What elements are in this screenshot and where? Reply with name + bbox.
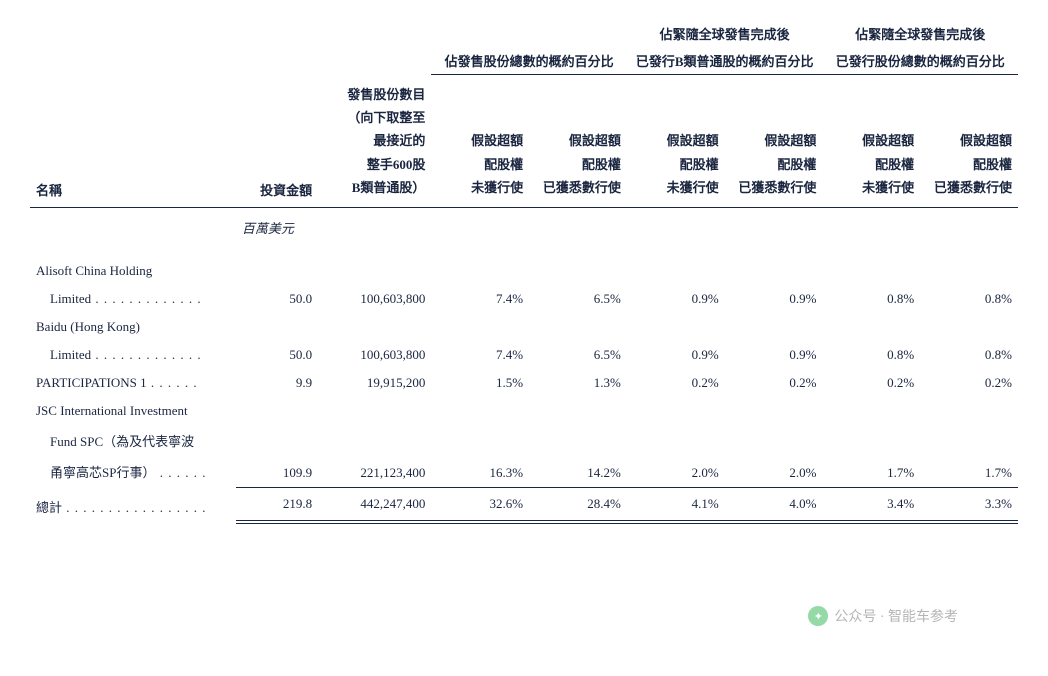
cell-g2b: 0.2% <box>725 369 823 397</box>
table-row: 甬寧高芯SP行事） 109.9 221,123,400 16.3% 14.2% … <box>30 456 1018 487</box>
total-g1b: 28.4% <box>529 487 627 522</box>
col-name: 名稱 <box>30 75 236 208</box>
group1-header: 佔發售股份總數的概約百分比 <box>431 47 627 75</box>
group-header-row: 佔發售股份總數的概約百分比 已發行B類普通股的概約百分比 已發行股份總數的概約百… <box>30 47 1018 75</box>
shareholder-table: 佔緊隨全球發售完成後 佔緊隨全球發售完成後 佔發售股份總數的概約百分比 已發行B… <box>30 20 1018 524</box>
total-amount: 219.8 <box>236 487 318 522</box>
col-g2b: 假設超額 配股權 已獲悉數行使 <box>725 75 823 208</box>
watermark-text: 公众号 · 智能车参考 <box>834 606 958 626</box>
col-g2a: 假設超額 配股權 未獲行使 <box>627 75 725 208</box>
wechat-icon: ✦ <box>808 606 828 626</box>
group-header-top-row: 佔緊隨全球發售完成後 佔緊隨全球發售完成後 <box>30 20 1018 47</box>
cell-shares: 221,123,400 <box>318 456 431 487</box>
cell-g1a: 1.5% <box>431 369 529 397</box>
cell-amount: 109.9 <box>236 456 318 487</box>
total-row: 總計 219.8 442,247,400 32.6% 28.4% 4.1% 4.… <box>30 487 1018 522</box>
table-row: PARTICIPATIONS 1 9.9 19,915,200 1.5% 1.3… <box>30 369 1018 397</box>
unit-label: 百萬美元 <box>236 208 318 258</box>
cell-amount: 50.0 <box>236 285 318 313</box>
cell-g1a: 7.4% <box>431 285 529 313</box>
cell-g2a: 0.9% <box>627 341 725 369</box>
cell-shares: 100,603,800 <box>318 341 431 369</box>
watermark: ✦ 公众号 · 智能车参考 <box>808 606 958 626</box>
group3-header-line1: 佔緊隨全球發售完成後 <box>822 20 1018 47</box>
row-name-l2: Limited <box>30 341 236 369</box>
row-name-l1: PARTICIPATIONS 1 <box>30 369 236 397</box>
group3-header-line2: 已發行股份總數的概約百分比 <box>822 47 1018 75</box>
cell-shares: 100,603,800 <box>318 285 431 313</box>
total-g2a: 4.1% <box>627 487 725 522</box>
table-row: JSC International Investment <box>30 397 1018 425</box>
row-name-l1: Baidu (Hong Kong) <box>30 313 236 341</box>
col-g3a: 假設超額 配股權 未獲行使 <box>822 75 920 208</box>
cell-g3a: 0.2% <box>822 369 920 397</box>
cell-g1a: 16.3% <box>431 456 529 487</box>
cell-g1b: 6.5% <box>529 341 627 369</box>
cell-g3a: 1.7% <box>822 456 920 487</box>
cell-g1b: 6.5% <box>529 285 627 313</box>
col-g1b: 假設超額 配股權 已獲悉數行使 <box>529 75 627 208</box>
cell-g2a: 0.2% <box>627 369 725 397</box>
table-row: Limited 50.0 100,603,800 7.4% 6.5% 0.9% … <box>30 285 1018 313</box>
column-header-row: 名稱 投資金額 發售股份數目 （向下取整至 最接近的 整手600股 B類普通股）… <box>30 75 1018 208</box>
col-shares: 發售股份數目 （向下取整至 最接近的 整手600股 B類普通股） <box>318 75 431 208</box>
cell-g1b: 1.3% <box>529 369 627 397</box>
financial-table-container: 佔緊隨全球發售完成後 佔緊隨全球發售完成後 佔發售股份總數的概約百分比 已發行B… <box>0 0 1048 544</box>
unit-row: 百萬美元 <box>30 208 1018 258</box>
col-g1a: 假設超額 配股權 未獲行使 <box>431 75 529 208</box>
cell-g1a: 7.4% <box>431 341 529 369</box>
table-row: Baidu (Hong Kong) <box>30 313 1018 341</box>
row-name-l2: Fund SPC（為及代表寧波 <box>30 425 236 456</box>
cell-g2a: 0.9% <box>627 285 725 313</box>
cell-g2b: 2.0% <box>725 456 823 487</box>
group2-header-line2: 已發行B類普通股的概約百分比 <box>627 47 823 75</box>
cell-g3b: 0.8% <box>920 285 1018 313</box>
cell-g3b: 0.2% <box>920 369 1018 397</box>
table-row: Alisoft China Holding <box>30 257 1018 285</box>
row-name-l3: 甬寧高芯SP行事） <box>30 456 236 487</box>
cell-g3b: 0.8% <box>920 341 1018 369</box>
total-g1a: 32.6% <box>431 487 529 522</box>
cell-shares: 19,915,200 <box>318 369 431 397</box>
table-row: Limited 50.0 100,603,800 7.4% 6.5% 0.9% … <box>30 341 1018 369</box>
total-g2b: 4.0% <box>725 487 823 522</box>
col-g3b: 假設超額 配股權 已獲悉數行使 <box>920 75 1018 208</box>
cell-amount: 9.9 <box>236 369 318 397</box>
cell-g2b: 0.9% <box>725 285 823 313</box>
row-name-l2: Limited <box>30 285 236 313</box>
table-row: Fund SPC（為及代表寧波 <box>30 425 1018 456</box>
row-name-l1: JSC International Investment <box>30 397 236 425</box>
cell-g3a: 0.8% <box>822 285 920 313</box>
col-amount: 投資金額 <box>236 75 318 208</box>
row-name-l1: Alisoft China Holding <box>30 257 236 285</box>
total-g3a: 3.4% <box>822 487 920 522</box>
cell-g2b: 0.9% <box>725 341 823 369</box>
total-g3b: 3.3% <box>920 487 1018 522</box>
total-label: 總計 <box>30 487 236 522</box>
cell-g2a: 2.0% <box>627 456 725 487</box>
cell-g1b: 14.2% <box>529 456 627 487</box>
cell-g3a: 0.8% <box>822 341 920 369</box>
total-shares: 442,247,400 <box>318 487 431 522</box>
group2-header-line1: 佔緊隨全球發售完成後 <box>627 20 823 47</box>
cell-g3b: 1.7% <box>920 456 1018 487</box>
cell-amount: 50.0 <box>236 341 318 369</box>
